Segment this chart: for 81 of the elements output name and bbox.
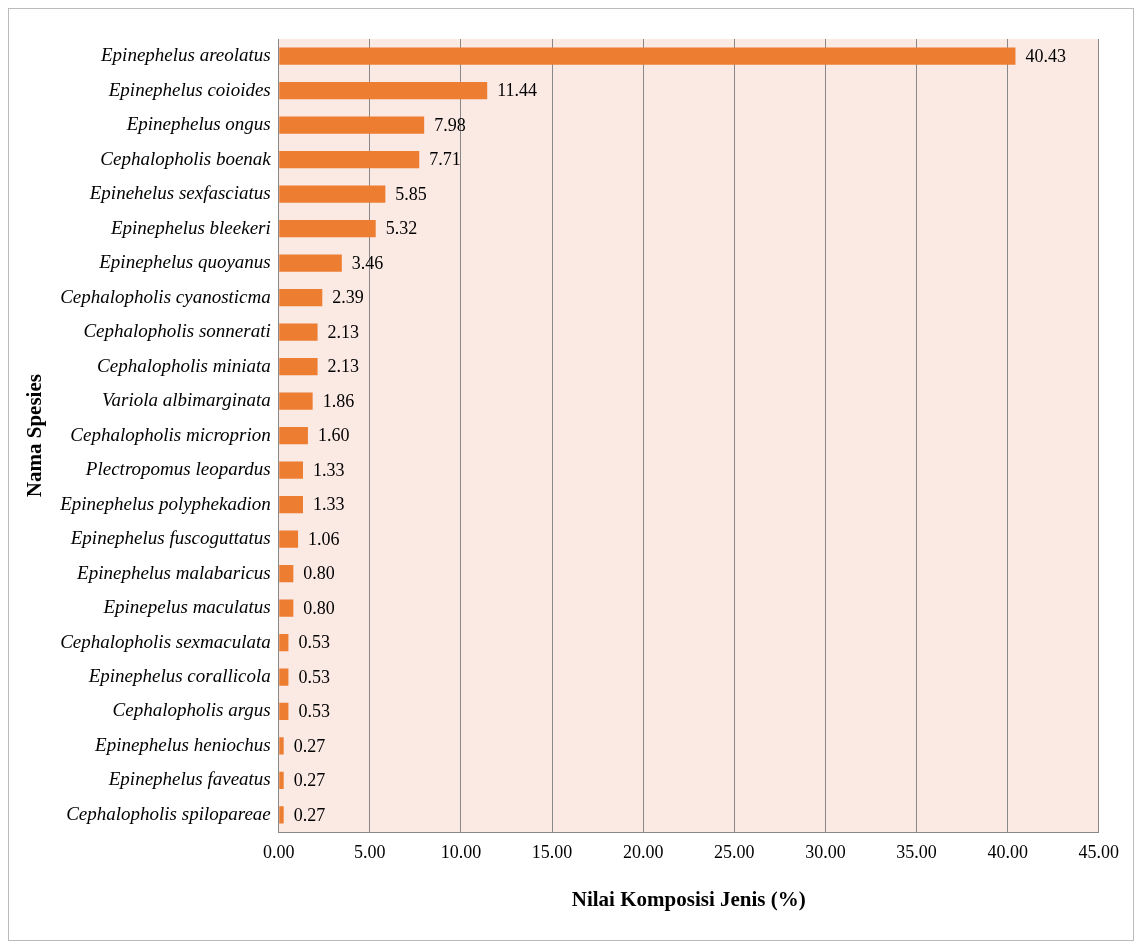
bar bbox=[279, 323, 318, 341]
y-tick-label: Variola albimarginata bbox=[102, 389, 271, 411]
x-tick-label: 40.00 bbox=[987, 841, 1028, 862]
y-tick-label: Epinephelus faveatus bbox=[107, 768, 271, 790]
y-tick-label: Cephalopholis boenak bbox=[100, 147, 272, 169]
y-tick-label: Epinephelus corallicola bbox=[87, 665, 271, 687]
data-label: 1.33 bbox=[312, 494, 345, 515]
y-tick-label: Cephalopholis sonnerati bbox=[83, 320, 271, 342]
bar bbox=[279, 702, 289, 721]
x-tick-label: 0.00 bbox=[263, 841, 295, 862]
y-tick-label: Epinephelus quoyanus bbox=[98, 251, 271, 273]
data-label: 0.27 bbox=[293, 770, 326, 791]
y-tick-label: Epinephelus polyphekadion bbox=[59, 492, 271, 514]
bar bbox=[279, 530, 299, 548]
bar bbox=[279, 47, 1016, 65]
data-label: 5.32 bbox=[385, 218, 418, 239]
data-label: 0.27 bbox=[293, 735, 326, 756]
bar bbox=[279, 737, 284, 755]
bar bbox=[279, 392, 313, 410]
x-tick-label: 10.00 bbox=[440, 841, 482, 862]
x-tick-label: 45.00 bbox=[1078, 841, 1119, 862]
y-tick-label: Epinephelus bleekeri bbox=[109, 216, 271, 238]
data-label: 3.46 bbox=[351, 252, 384, 273]
data-label: 0.53 bbox=[298, 632, 330, 653]
bar bbox=[279, 116, 425, 134]
bar bbox=[279, 564, 294, 583]
data-label: 2.13 bbox=[327, 321, 360, 342]
y-tick-label: Epinephelus areolatus bbox=[100, 44, 271, 66]
data-label: 2.13 bbox=[327, 356, 360, 377]
y-tick-label: Cephalopholis argus bbox=[112, 699, 271, 721]
bar bbox=[279, 151, 420, 169]
y-tick-label: Epinephelus malabaricus bbox=[76, 561, 271, 583]
data-label: 0.80 bbox=[303, 563, 335, 584]
x-tick-label: 35.00 bbox=[896, 841, 937, 862]
bar bbox=[279, 82, 488, 100]
bar bbox=[279, 633, 289, 652]
y-tick-label: Epinepelus maculatus bbox=[102, 596, 271, 618]
data-label: 2.39 bbox=[332, 287, 364, 308]
x-tick-label: 25.00 bbox=[714, 841, 755, 862]
data-label: 1.33 bbox=[312, 459, 345, 480]
y-tick-label: Epinephelus fuscoguttatus bbox=[69, 527, 271, 549]
y-tick-label: Epinephelus coioides bbox=[107, 78, 271, 100]
data-label: 1.06 bbox=[308, 528, 340, 549]
bar bbox=[279, 289, 323, 307]
x-tick-label: 30.00 bbox=[805, 841, 846, 862]
y-tick-label: Epinephelus ongus bbox=[125, 113, 271, 135]
bar bbox=[279, 806, 284, 824]
x-tick-label: 5.00 bbox=[354, 841, 386, 862]
data-label: 5.85 bbox=[395, 183, 427, 204]
y-tick-label: Cephalopholis sexmaculata bbox=[60, 630, 271, 652]
bar bbox=[279, 426, 308, 445]
data-label: 7.71 bbox=[429, 149, 461, 170]
y-tick-label: Cephalopholis miniata bbox=[97, 354, 271, 376]
data-label: 11.44 bbox=[497, 80, 538, 101]
data-label: 7.98 bbox=[434, 114, 466, 135]
bar bbox=[279, 599, 294, 617]
y-axis-title: Nama Spesies bbox=[22, 374, 47, 498]
bar bbox=[279, 668, 289, 686]
x-axis-title: Nilai Komposisi Jenis (%) bbox=[571, 886, 806, 911]
data-label: 0.27 bbox=[293, 804, 326, 825]
bar bbox=[279, 220, 376, 238]
bar bbox=[279, 771, 284, 790]
data-label: 0.80 bbox=[303, 597, 335, 618]
y-tick-label: Cephalopholis microprion bbox=[70, 423, 271, 445]
y-tick-label: Epinephelus heniochus bbox=[94, 733, 271, 755]
bar bbox=[279, 461, 303, 479]
y-tick-label: Cephalopholis cyanosticma bbox=[60, 285, 271, 307]
data-label: 1.60 bbox=[317, 425, 350, 446]
data-label: 40.43 bbox=[1025, 45, 1066, 66]
y-tick-label: Cephalopholis spilopareae bbox=[66, 802, 271, 824]
bar bbox=[279, 495, 303, 514]
bar bbox=[279, 254, 342, 272]
x-tick-label: 15.00 bbox=[531, 841, 573, 862]
y-tick-label: Plectropomus leopardus bbox=[84, 458, 271, 480]
bar bbox=[279, 358, 318, 376]
x-tick-label: 20.00 bbox=[622, 841, 664, 862]
data-label: 1.86 bbox=[322, 390, 355, 411]
bar bbox=[279, 185, 386, 203]
y-tick-label: Epinehelus sexfasciatus bbox=[88, 182, 271, 204]
data-label: 0.53 bbox=[298, 666, 330, 687]
data-label: 0.53 bbox=[298, 701, 330, 722]
